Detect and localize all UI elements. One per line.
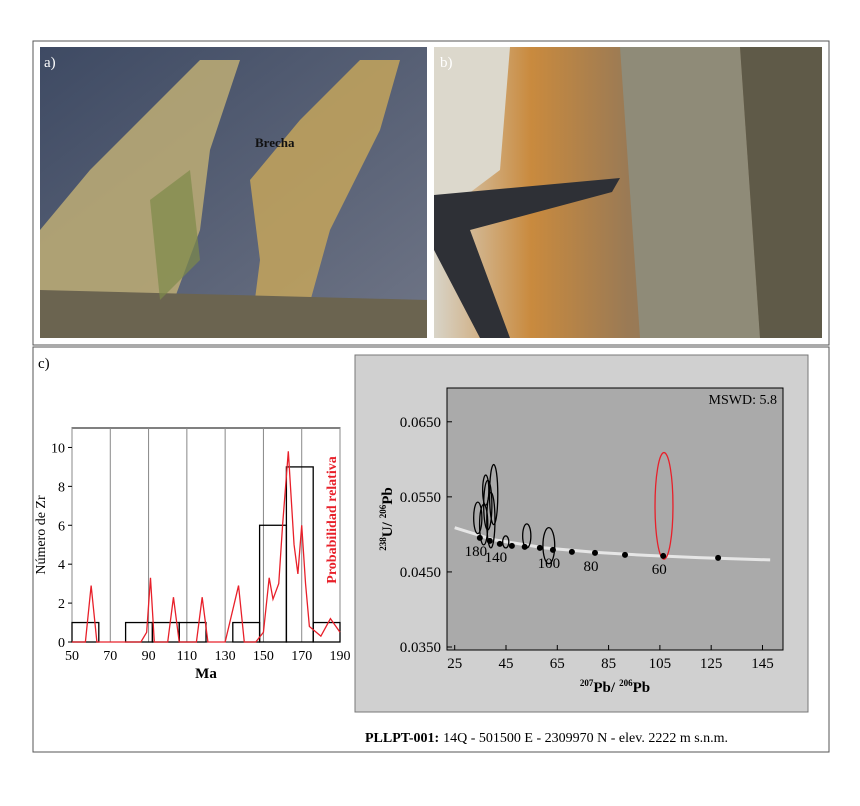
age-label: 180 (465, 544, 488, 560)
caption: PLLPT-001: 14Q - 501500 E - 2309970 N - e… (365, 731, 728, 746)
concordia-point (549, 546, 556, 553)
bar (285, 466, 314, 643)
y-tick-label: 0.0650 (400, 415, 441, 431)
plot-area (446, 387, 784, 651)
y-tick-label: 0.0350 (400, 640, 441, 656)
age-label: 140 (485, 550, 508, 566)
error-ellipse (473, 501, 483, 535)
x-tick-label: 105 (649, 656, 672, 672)
annotation: MSWD: 5.8 (709, 393, 777, 408)
y-tick-label: 4 (58, 558, 65, 573)
isotope-mass: 238 (378, 537, 388, 551)
error-ellipse (488, 463, 499, 526)
x-axis-label: 207Pb/206Pb (580, 678, 650, 696)
photo-frame (32, 40, 830, 346)
x-tick-label: 110 (177, 649, 197, 664)
chart-frame (32, 346, 830, 753)
x-axis-label: Ma (195, 666, 217, 682)
photo-a: a) Brecha (40, 47, 427, 338)
concordia-point (715, 554, 722, 561)
x-tick-label: 50 (65, 649, 79, 664)
x-tick-label: 25 (447, 656, 462, 672)
isotope-element: Pb/ (593, 680, 616, 696)
isotope-element: Pb (380, 487, 396, 505)
isotope-mass: 207 (580, 678, 594, 688)
isotope-mass: 206 (619, 678, 633, 688)
bar (312, 621, 341, 643)
panel-label: a) (44, 55, 56, 71)
panel-label: c) (38, 356, 50, 372)
photo-label: Brecha (255, 135, 295, 150)
x-tick-label: 45 (498, 656, 513, 672)
x-tick-label: 90 (142, 649, 156, 664)
y-axis-label: 238U/206Pb (378, 487, 396, 551)
concordia-point (591, 549, 598, 556)
x-tick-label: 145 (751, 656, 774, 672)
x-tick-label: 85 (601, 656, 616, 672)
x-tick-label: 70 (103, 649, 117, 664)
concordia-point (660, 552, 667, 559)
y-tick-label: 0.0550 (400, 490, 441, 506)
concordia-point (476, 534, 483, 541)
error-ellipse (542, 526, 556, 565)
y-axis-label: Número de Zr (34, 495, 49, 575)
concordia-point (568, 548, 575, 555)
x-tick-label: 65 (550, 656, 565, 672)
age-label: 80 (583, 559, 598, 575)
concordia-point (521, 543, 528, 550)
y-tick-label: 10 (51, 441, 65, 456)
y-tick-label: 8 (58, 480, 65, 495)
error-ellipse (482, 474, 490, 506)
age-label: 60 (652, 562, 667, 578)
caption-id: PLLPT-001: (365, 731, 439, 746)
x-tick-label: 170 (291, 649, 312, 664)
y-tick-label: 0.0450 (400, 565, 441, 581)
concordia-point (496, 540, 503, 547)
concordia-point (486, 537, 493, 544)
y-tick-label: 0 (58, 636, 65, 651)
x-tick-label: 125 (700, 656, 723, 672)
error-ellipse (486, 491, 496, 549)
isotope-mass: 206 (378, 504, 388, 518)
x-tick-label: 150 (253, 649, 274, 664)
age-label: 100 (538, 556, 561, 572)
caption-text: 14Q - 501500 E - 2309970 N - elev. 2222 … (443, 731, 728, 746)
isotope-element: U/ (380, 521, 396, 537)
panel-label: b) (440, 55, 453, 71)
plot-area (71, 427, 341, 643)
error-ellipse (654, 451, 674, 560)
concordia-point (622, 551, 629, 558)
isotope-element: Pb (633, 680, 651, 696)
concordia-point (508, 542, 515, 549)
error-ellipse (502, 535, 510, 549)
y2-axis-label: Probabilidad relativa (325, 456, 340, 583)
x-tick-label: 190 (330, 649, 351, 664)
x-tick-label: 130 (215, 649, 236, 664)
y-tick-label: 2 (58, 597, 65, 612)
y-tick-label: 6 (58, 519, 65, 534)
photo-b: b) (434, 47, 822, 338)
probability-line (72, 451, 341, 643)
concordia-point (536, 544, 543, 551)
